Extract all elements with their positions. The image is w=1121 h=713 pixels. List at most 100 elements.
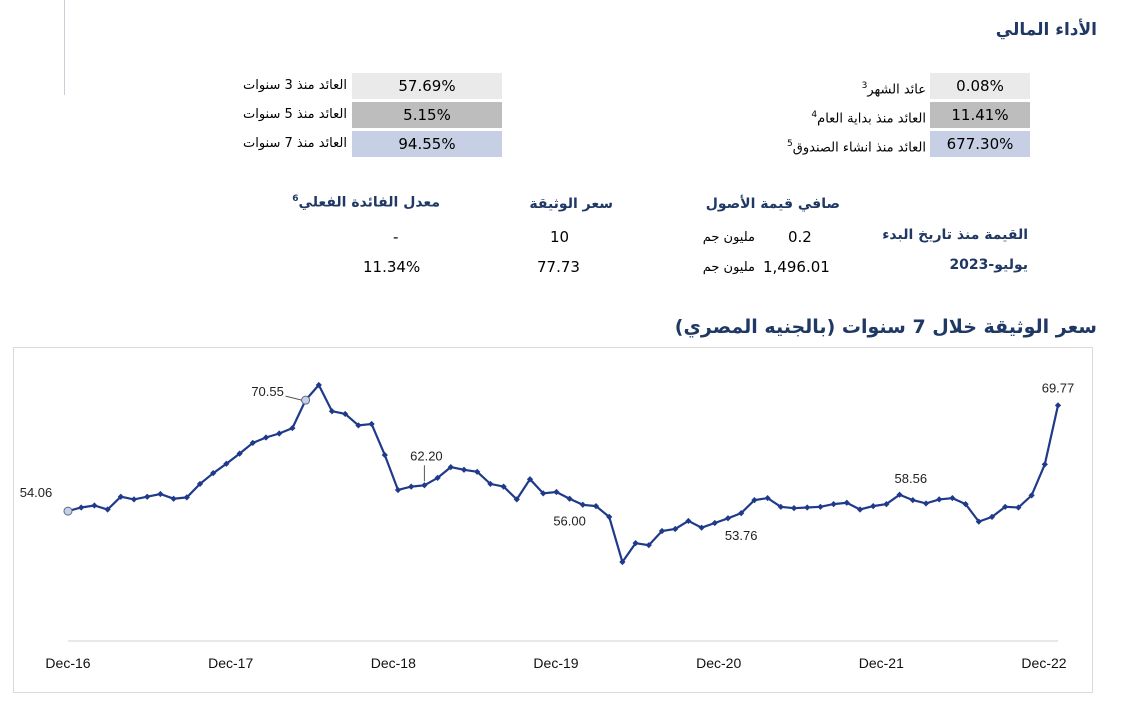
- data-point: [408, 483, 415, 490]
- data-point: [975, 518, 982, 525]
- data-point-highlight: [301, 395, 311, 405]
- data-point: [487, 480, 494, 488]
- nav-unit-current: مليون جم: [702, 260, 755, 275]
- return-label-inception: العائد منذ انشاء الصندوق5: [787, 139, 926, 156]
- section-title: الأداء المالي: [995, 20, 1097, 40]
- data-point: [500, 483, 507, 490]
- return-label-month: عائد الشهر3: [861, 81, 926, 98]
- data-point: [553, 488, 560, 496]
- data-point: [738, 510, 745, 517]
- data-point: [830, 501, 837, 508]
- data-point: [896, 491, 903, 498]
- price-current: 77.73: [537, 258, 580, 276]
- header-rate: معدل الفائدة الفعلي6: [292, 194, 440, 211]
- return-value-ytd: 11.41%: [930, 102, 1030, 128]
- return-row-ytd: العائد منذ بداية العام4 11.41%: [540, 102, 1040, 128]
- data-point: [698, 524, 705, 531]
- data-point: [460, 466, 468, 473]
- return-value-month: 0.08%: [930, 73, 1030, 99]
- data-point: [790, 505, 798, 512]
- data-point: [1041, 461, 1048, 468]
- data-label: 69.77: [1042, 380, 1075, 395]
- header-price: سعر الوثيقة: [529, 196, 613, 212]
- return-value-inception: 677.30%: [930, 131, 1030, 157]
- data-point: [157, 490, 164, 498]
- x-tick-label: Dec-17: [208, 655, 253, 671]
- return-value-3y: 57.69%: [352, 73, 502, 99]
- data-point: [817, 503, 824, 510]
- x-tick-label: Dec-16: [45, 655, 90, 671]
- data-point: [804, 504, 811, 511]
- data-point: [658, 527, 666, 535]
- data-point: [632, 540, 639, 547]
- data-point: [91, 502, 98, 509]
- data-point: [262, 434, 270, 441]
- rate-current: 11.34%: [363, 258, 421, 276]
- return-value-5y: 5.15%: [352, 102, 502, 128]
- row-label-inception: القيمة منذ تاريخ البدء: [882, 227, 1028, 243]
- x-tick-label: Dec-18: [371, 655, 416, 671]
- data-point: [606, 513, 613, 521]
- data-point-highlight: [63, 506, 73, 516]
- data-point: [922, 500, 930, 507]
- data-point: [368, 420, 375, 428]
- return-label-3y: العائد منذ 3 سنوات: [242, 78, 347, 93]
- x-tick-label: Dec-19: [533, 655, 578, 671]
- return-value-7y: 94.55%: [352, 131, 502, 157]
- data-point: [711, 519, 718, 527]
- data-point: [870, 503, 877, 510]
- x-tick-label: Dec-20: [696, 655, 741, 671]
- data-point: [447, 463, 454, 471]
- data-point: [1054, 402, 1062, 409]
- return-row-7y: العائد منذ 7 سنوات 94.55%: [0, 131, 510, 157]
- data-label-leader: [285, 395, 302, 401]
- data-point: [526, 476, 534, 483]
- data-label: 56.00: [553, 514, 586, 529]
- return-label-5y: العائد منذ 5 سنوات: [242, 107, 347, 122]
- row-label-current: يوليو-2023: [949, 257, 1028, 273]
- data-label: 70.55: [251, 384, 284, 399]
- data-point: [144, 493, 151, 500]
- data-point: [988, 513, 996, 521]
- price-inception: 10: [550, 228, 570, 246]
- chart-frame: [13, 347, 1093, 693]
- return-row-inception: العائد منذ انشاء الصندوق5 677.30%: [540, 131, 1040, 157]
- data-point: [355, 422, 362, 429]
- data-point: [130, 496, 138, 503]
- data-label: 53.76: [725, 528, 758, 543]
- series-line: [67, 383, 1060, 565]
- data-point: [315, 381, 322, 389]
- data-point: [421, 482, 428, 489]
- header-nav: صافي قيمة الأصول: [705, 196, 840, 212]
- data-point: [276, 430, 283, 437]
- data-point: [540, 490, 547, 497]
- return-row-month: عائد الشهر3 0.08%: [540, 73, 1040, 99]
- data-point: [645, 542, 652, 549]
- data-label: 58.56: [895, 471, 928, 486]
- data-point: [474, 468, 481, 475]
- rate-inception: -: [393, 228, 399, 246]
- nav-value-current: 1,496.01: [763, 258, 830, 276]
- data-point: [619, 558, 626, 566]
- data-point: [936, 496, 943, 503]
- data-point: [236, 450, 243, 457]
- data-point: [909, 496, 916, 504]
- data-point: [724, 515, 732, 522]
- chart-title: سعر الوثيقة خلال 7 سنوات (بالجنيه المصري…: [674, 316, 1097, 338]
- data-point: [394, 486, 402, 494]
- x-tick-label: Dec-21: [859, 655, 904, 671]
- return-label-ytd: العائد منذ بداية العام4: [811, 110, 926, 127]
- data-label: 62.20: [410, 448, 443, 463]
- data-point: [685, 517, 692, 525]
- data-point: [672, 525, 679, 533]
- data-point: [289, 424, 296, 432]
- data-point: [434, 474, 441, 481]
- return-label-7y: العائد منذ 7 سنوات: [242, 136, 347, 151]
- return-row-5y: العائد منذ 5 سنوات 5.15%: [0, 102, 510, 128]
- nav-value-inception: 0.2: [788, 228, 812, 246]
- nav-unit-inception: مليون جم: [702, 230, 755, 245]
- left-divider: [64, 0, 65, 95]
- return-row-3y: العائد منذ 3 سنوات 57.69%: [0, 73, 510, 99]
- data-point: [342, 410, 349, 418]
